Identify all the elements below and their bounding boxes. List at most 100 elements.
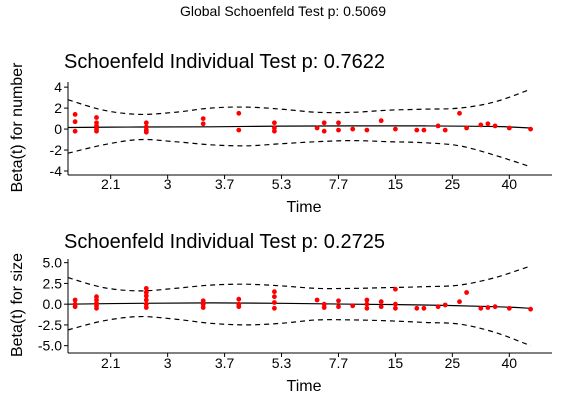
data-point bbox=[200, 305, 206, 310]
data-point bbox=[336, 298, 341, 304]
x-tick-label: 40 bbox=[502, 176, 518, 192]
x-tick-label: 3 bbox=[164, 355, 172, 371]
x-tick-label: 2.1 bbox=[101, 355, 121, 371]
ci-upper-line bbox=[67, 88, 531, 116]
x-tick-label: 40 bbox=[502, 355, 518, 371]
data-point bbox=[485, 121, 491, 127]
data-point bbox=[200, 121, 206, 127]
data-point bbox=[321, 301, 327, 307]
y-tick-label: 2 bbox=[54, 100, 62, 116]
data-point bbox=[94, 294, 99, 300]
data-point bbox=[94, 128, 99, 134]
data-point bbox=[457, 299, 462, 305]
data-point bbox=[442, 302, 448, 308]
data-point bbox=[72, 119, 78, 125]
data-point bbox=[492, 123, 498, 129]
data-point bbox=[72, 112, 78, 117]
data-point bbox=[272, 305, 277, 311]
data-point bbox=[143, 120, 149, 126]
x-tick-label: 3.7 bbox=[215, 355, 235, 371]
x-tick-label: 15 bbox=[388, 355, 404, 371]
x-tick-label: 7.7 bbox=[329, 355, 349, 371]
data-point bbox=[478, 122, 484, 128]
data-point bbox=[236, 110, 242, 116]
data-point bbox=[435, 304, 441, 310]
fit-line bbox=[67, 302, 531, 309]
data-point bbox=[321, 128, 327, 134]
ci-lower-line bbox=[67, 138, 531, 168]
data-point bbox=[143, 286, 149, 291]
data-point bbox=[364, 127, 370, 133]
data-point bbox=[393, 301, 398, 307]
data-point bbox=[421, 305, 427, 311]
data-point bbox=[364, 305, 370, 311]
x-tick-label: 2.1 bbox=[101, 176, 121, 192]
data-point bbox=[200, 116, 206, 121]
data-point bbox=[350, 126, 356, 132]
data-point bbox=[272, 300, 277, 305]
global-title: Global Schoenfeld Test p: 0.5069 bbox=[179, 3, 386, 19]
data-point bbox=[336, 120, 341, 126]
y-tick-label: 2.5 bbox=[43, 275, 63, 291]
data-point bbox=[506, 305, 512, 311]
data-point bbox=[236, 304, 242, 310]
data-point bbox=[336, 127, 341, 133]
data-point bbox=[72, 297, 78, 303]
data-point bbox=[506, 125, 512, 131]
y-axis-label: Beta(t) for number bbox=[9, 62, 26, 193]
data-point bbox=[272, 128, 277, 134]
data-point bbox=[321, 120, 327, 126]
data-point bbox=[478, 305, 484, 311]
data-point bbox=[393, 286, 398, 292]
x-tick-label: 25 bbox=[445, 355, 461, 371]
chart-panel-number: Schoenfeld Individual Test p: 0.7622 -4 -2… bbox=[9, 51, 552, 216]
data-point bbox=[528, 306, 533, 312]
data-point bbox=[143, 290, 149, 295]
data-point bbox=[393, 126, 398, 132]
data-point bbox=[143, 297, 149, 303]
data-point bbox=[200, 301, 206, 307]
data-point bbox=[492, 304, 498, 310]
data-point bbox=[378, 118, 384, 124]
y-axis-label: Beta(t) for size bbox=[9, 253, 26, 357]
ci-upper-line bbox=[67, 265, 531, 292]
data-point bbox=[94, 297, 99, 303]
data-point bbox=[314, 297, 320, 303]
data-point bbox=[321, 305, 327, 310]
y-tick-label: -2.5 bbox=[38, 317, 62, 333]
y-tick-label: 4 bbox=[54, 79, 62, 95]
data-point bbox=[272, 294, 277, 300]
x-tick-label: 5.3 bbox=[272, 355, 292, 371]
y-tick-label: 5.0 bbox=[43, 255, 63, 271]
data-point bbox=[414, 305, 420, 311]
chart-title: Schoenfeld Individual Test p: 0.7622 bbox=[64, 51, 385, 73]
data-point bbox=[485, 305, 491, 310]
data-point bbox=[378, 304, 384, 310]
x-tick-label: 15 bbox=[388, 176, 404, 192]
data-point bbox=[364, 301, 370, 307]
data-point bbox=[200, 298, 206, 304]
data-point bbox=[464, 125, 469, 131]
data-point bbox=[442, 127, 448, 133]
x-axis-label: Time bbox=[287, 199, 322, 216]
x-tick-label: 25 bbox=[445, 176, 461, 192]
data-point bbox=[72, 128, 78, 134]
data-point bbox=[143, 129, 149, 135]
data-point bbox=[421, 127, 427, 133]
data-point bbox=[94, 305, 99, 311]
x-tick-label: 7.7 bbox=[329, 176, 349, 192]
data-point bbox=[236, 296, 242, 302]
x-axis-label: Time bbox=[287, 378, 322, 395]
data-point bbox=[414, 127, 420, 133]
data-point bbox=[94, 115, 99, 120]
y-tick-label: -4 bbox=[50, 163, 63, 179]
chart-title: Schoenfeld Individual Test p: 0.2725 bbox=[64, 231, 385, 253]
data-point bbox=[72, 304, 78, 310]
data-point bbox=[393, 305, 398, 311]
x-tick-label: 5.3 bbox=[272, 176, 292, 192]
data-point bbox=[378, 299, 384, 305]
ci-lower-line bbox=[67, 315, 531, 347]
data-point bbox=[143, 293, 149, 299]
data-point bbox=[336, 304, 341, 310]
